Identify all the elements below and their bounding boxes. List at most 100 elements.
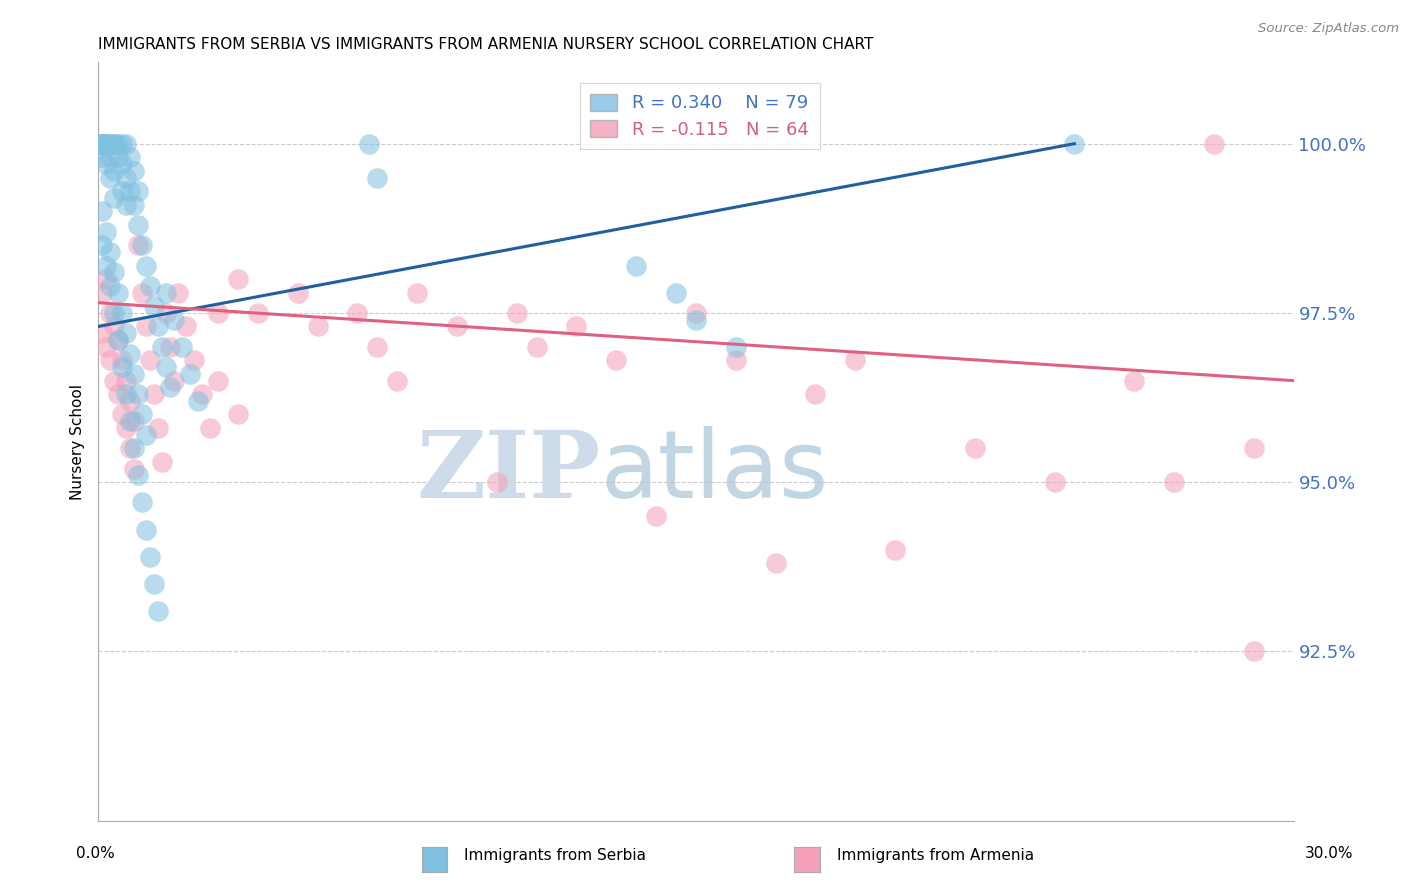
Point — [665, 285, 688, 300]
Point — [724, 353, 747, 368]
Point — [115, 197, 138, 211]
Point — [174, 319, 197, 334]
Point — [120, 414, 142, 428]
Point — [226, 408, 249, 422]
Point — [98, 150, 122, 164]
Point — [111, 353, 134, 368]
Point — [135, 319, 157, 334]
Point — [191, 387, 214, 401]
Point — [246, 306, 269, 320]
Point — [127, 387, 149, 401]
Point — [963, 442, 986, 456]
Point — [120, 393, 142, 408]
Point — [131, 238, 153, 252]
Point — [139, 353, 162, 368]
Text: Immigrants from Armenia: Immigrants from Armenia — [837, 848, 1033, 863]
Point — [96, 259, 118, 273]
Point — [107, 387, 129, 401]
Point — [96, 136, 118, 151]
Point — [124, 163, 146, 178]
Point — [1123, 374, 1146, 388]
Text: ZIP: ZIP — [416, 427, 600, 516]
Point — [124, 197, 146, 211]
Point — [1202, 136, 1225, 151]
Point — [115, 387, 138, 401]
Point — [645, 508, 668, 523]
Point — [98, 170, 122, 185]
Point — [96, 157, 118, 171]
Point — [135, 427, 157, 442]
Point — [96, 225, 118, 239]
Point — [179, 367, 201, 381]
Point — [626, 259, 648, 273]
Point — [120, 346, 142, 360]
Point — [150, 340, 173, 354]
Point — [103, 136, 125, 151]
Point — [148, 319, 170, 334]
Point — [98, 353, 122, 368]
Point — [127, 218, 149, 232]
Point — [124, 414, 146, 428]
Point — [1063, 136, 1085, 151]
Point — [107, 333, 129, 347]
Point — [98, 306, 122, 320]
Point — [1243, 442, 1265, 456]
Text: 30.0%: 30.0% — [1305, 847, 1353, 861]
Point — [198, 421, 221, 435]
Point — [120, 150, 142, 164]
Point — [111, 136, 134, 151]
Point — [127, 184, 149, 198]
Point — [226, 272, 249, 286]
Point — [111, 157, 134, 171]
Point — [124, 367, 146, 381]
Point — [103, 306, 125, 320]
Point — [91, 136, 114, 151]
Point — [167, 285, 190, 300]
Point — [143, 299, 166, 313]
Point — [131, 285, 153, 300]
Point — [96, 136, 118, 151]
Point — [366, 170, 388, 185]
Point — [163, 374, 186, 388]
Point — [207, 374, 229, 388]
Point — [143, 387, 166, 401]
Point — [155, 306, 177, 320]
Point — [139, 278, 162, 293]
Legend: R = 0.340    N = 79, R = -0.115   N = 64: R = 0.340 N = 79, R = -0.115 N = 64 — [579, 83, 820, 149]
Point — [143, 576, 166, 591]
Text: Immigrants from Serbia: Immigrants from Serbia — [464, 848, 645, 863]
Point — [127, 468, 149, 483]
Point — [96, 136, 118, 151]
Point — [96, 272, 118, 286]
Point — [103, 374, 125, 388]
Point — [804, 387, 827, 401]
Point — [135, 259, 157, 273]
Point — [124, 442, 146, 456]
Point — [111, 184, 134, 198]
Point — [526, 340, 548, 354]
Point — [91, 136, 114, 151]
Point — [207, 306, 229, 320]
Y-axis label: Nursery School: Nursery School — [70, 384, 86, 500]
Text: Source: ZipAtlas.com: Source: ZipAtlas.com — [1258, 22, 1399, 36]
Point — [96, 136, 118, 151]
Point — [685, 306, 707, 320]
Point — [183, 353, 205, 368]
Point — [127, 238, 149, 252]
Point — [1043, 475, 1066, 490]
Point — [139, 549, 162, 564]
Point — [148, 421, 170, 435]
Point — [98, 136, 122, 151]
Point — [91, 136, 114, 151]
Point — [111, 306, 134, 320]
Text: atlas: atlas — [600, 425, 828, 518]
Point — [115, 421, 138, 435]
Point — [91, 150, 114, 164]
Point — [685, 312, 707, 326]
Point — [103, 163, 125, 178]
Point — [187, 393, 209, 408]
Text: IMMIGRANTS FROM SERBIA VS IMMIGRANTS FROM ARMENIA NURSERY SCHOOL CORRELATION CHA: IMMIGRANTS FROM SERBIA VS IMMIGRANTS FRO… — [98, 37, 873, 52]
Point — [307, 319, 329, 334]
Point — [506, 306, 529, 320]
Point — [107, 150, 129, 164]
